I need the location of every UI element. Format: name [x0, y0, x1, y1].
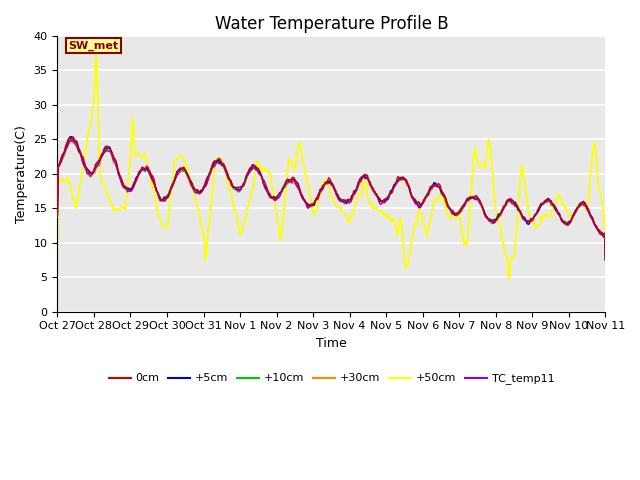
+5cm: [120, 185, 128, 191]
+50cm: [54, 244, 61, 250]
TC_temp11: [120, 183, 128, 189]
+30cm: [415, 205, 422, 211]
+50cm: [506, 276, 513, 282]
+50cm: [602, 232, 609, 238]
+10cm: [205, 170, 213, 176]
+50cm: [399, 233, 406, 239]
+50cm: [63, 175, 71, 181]
+5cm: [54, 213, 61, 219]
0cm: [120, 184, 128, 190]
+10cm: [120, 184, 128, 190]
+10cm: [399, 176, 406, 182]
+50cm: [415, 207, 422, 213]
+5cm: [67, 134, 74, 140]
+30cm: [176, 168, 184, 174]
+30cm: [602, 257, 609, 263]
Line: +30cm: +30cm: [58, 142, 605, 260]
TC_temp11: [68, 137, 76, 143]
+30cm: [63, 144, 71, 150]
0cm: [54, 212, 61, 217]
+5cm: [176, 165, 184, 171]
Y-axis label: Temperature(C): Temperature(C): [15, 125, 28, 223]
+50cm: [120, 205, 128, 211]
+30cm: [399, 177, 406, 183]
TC_temp11: [602, 256, 609, 262]
+5cm: [399, 176, 406, 181]
0cm: [602, 257, 609, 263]
+50cm: [176, 155, 184, 160]
TC_temp11: [176, 168, 184, 173]
+30cm: [54, 214, 61, 219]
+30cm: [67, 139, 75, 144]
X-axis label: Time: Time: [316, 337, 347, 350]
Line: +10cm: +10cm: [58, 138, 605, 260]
TC_temp11: [205, 173, 213, 179]
Legend: 0cm, +5cm, +10cm, +30cm, +50cm, TC_temp11: 0cm, +5cm, +10cm, +30cm, +50cm, TC_temp1…: [104, 369, 559, 389]
+5cm: [205, 173, 213, 179]
+50cm: [92, 52, 100, 58]
+5cm: [602, 257, 609, 263]
+5cm: [63, 140, 71, 145]
+10cm: [63, 142, 71, 148]
+30cm: [205, 174, 213, 180]
Line: +50cm: +50cm: [58, 55, 605, 279]
TC_temp11: [54, 212, 61, 218]
0cm: [399, 174, 406, 180]
+50cm: [205, 221, 213, 227]
Line: 0cm: 0cm: [58, 137, 605, 260]
TC_temp11: [399, 175, 406, 180]
Line: +5cm: +5cm: [58, 137, 605, 260]
0cm: [176, 166, 184, 171]
+10cm: [54, 214, 61, 220]
0cm: [415, 199, 422, 204]
Line: TC_temp11: TC_temp11: [58, 140, 605, 259]
+10cm: [602, 257, 609, 263]
0cm: [205, 172, 213, 178]
+10cm: [176, 166, 184, 171]
TC_temp11: [415, 203, 422, 208]
0cm: [63, 139, 71, 144]
Title: Water Temperature Profile B: Water Temperature Profile B: [214, 15, 448, 33]
+10cm: [415, 201, 422, 206]
+30cm: [120, 185, 128, 191]
+10cm: [68, 135, 76, 141]
0cm: [70, 134, 77, 140]
+5cm: [415, 204, 422, 210]
Text: SW_met: SW_met: [68, 40, 118, 50]
TC_temp11: [63, 144, 71, 150]
